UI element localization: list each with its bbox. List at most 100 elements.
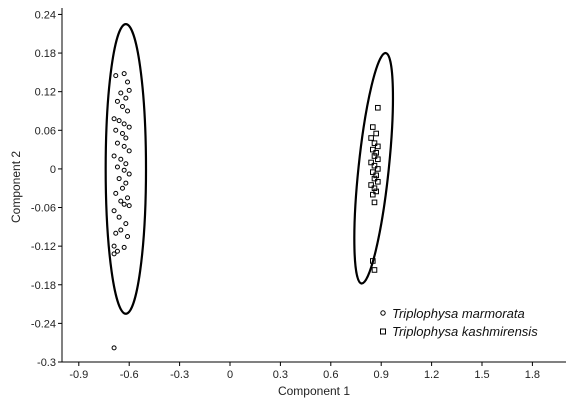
point-series-0 [123, 161, 129, 167]
point-series-0 [118, 90, 124, 96]
point-series-0 [111, 251, 117, 257]
point-series-1 [373, 188, 379, 195]
point-series-0 [119, 185, 125, 191]
point-series-0 [116, 118, 122, 124]
x-tick-label: 0.9 [374, 369, 389, 381]
point-series-0 [118, 227, 124, 233]
confidence-ellipses [104, 22, 395, 315]
point-series-0 [126, 124, 132, 130]
point-series-1 [373, 130, 379, 137]
x-tick-label: 0.6 [323, 369, 338, 381]
y-tick-label: -0.3 [37, 357, 56, 369]
point-series-1 [371, 175, 378, 182]
y-tick-label: 0.18 [35, 48, 56, 60]
point-series-0 [126, 203, 132, 209]
point-series-0 [125, 79, 131, 85]
point-series-0 [125, 108, 131, 114]
point-series-1 [368, 182, 374, 188]
legend-label-triplophysa-kashmirensis: Triplophysa kashmirensis [392, 324, 538, 339]
point-series-1 [370, 124, 376, 130]
point-series-0 [113, 230, 119, 236]
point-series-1 [370, 191, 376, 198]
point-series-0 [123, 135, 129, 141]
point-series-0 [111, 243, 117, 249]
point-series-0 [123, 221, 129, 227]
point-series-1 [370, 258, 376, 264]
point-series-0 [121, 71, 127, 77]
x-tick-label: 1.2 [424, 369, 439, 381]
y-tick-label: 0 [50, 164, 56, 176]
x-tick-label: -0.3 [170, 369, 189, 381]
point-series-0 [118, 156, 124, 162]
y-tick-label: 0.12 [35, 87, 56, 99]
point-series-0 [116, 176, 122, 182]
x-tick-label: -0.6 [120, 369, 139, 381]
point-series-1 [375, 166, 381, 172]
y-tick-label: 0.06 [35, 125, 56, 137]
point-series-0 [116, 214, 122, 220]
x-tick-label: 1.8 [525, 369, 540, 381]
point-series-0 [113, 127, 119, 133]
point-series-0 [126, 171, 132, 177]
point-series-0 [126, 148, 132, 154]
x-tick-label: 0 [227, 369, 233, 381]
point-series-0 [123, 180, 129, 186]
point-series-1 [370, 169, 376, 175]
legend-marker-triplophysa-marmorata [380, 310, 386, 316]
x-axis-ticks: -0.9 -0.6 -0.3 0 0.3 0.6 0.9 1.2 1.5 1.8 [69, 362, 540, 381]
point-series-0 [111, 208, 117, 214]
y-tick-label: -0.06 [31, 203, 56, 215]
y-axis-title: Component 2 [9, 151, 23, 223]
point-series-0 [119, 131, 125, 137]
legend-marker-triplophysa-kashmirensis [380, 328, 386, 335]
point-series-1 [371, 185, 378, 192]
y-axis-ticks: -0.3 -0.24 -0.18 -0.12 -0.06 0 0.06 0.12 0.18 0.2… [31, 9, 62, 369]
x-tick-label: 0.3 [273, 369, 288, 381]
legend: Triplophysa marmorata Triplophysa kashmi… [380, 306, 538, 339]
point-series-1 [370, 146, 376, 153]
point-series-0 [123, 95, 129, 101]
point-series-1 [373, 172, 379, 179]
y-tick-label: 0.24 [35, 9, 56, 21]
group-ellipse-0 [104, 22, 148, 315]
point-series-0 [125, 233, 131, 239]
point-series-0 [119, 103, 125, 109]
point-series-0 [113, 190, 119, 196]
point-series-0 [126, 87, 132, 93]
point-series-0 [114, 98, 120, 104]
point-series-1 [373, 150, 379, 156]
point-series-0 [114, 140, 120, 146]
point-series-1 [368, 159, 374, 166]
point-series-0 [114, 248, 120, 254]
point-series-1 [371, 162, 378, 169]
point-series-0 [121, 201, 127, 207]
x-axis-title: Component 1 [278, 384, 350, 398]
y-tick-label: -0.24 [31, 318, 56, 330]
x-tick-label: 1.5 [474, 369, 489, 381]
point-series-0 [125, 195, 131, 201]
point-series-0 [121, 121, 127, 127]
point-series-1 [375, 156, 381, 163]
data-points [111, 71, 381, 351]
point-series-1 [371, 267, 378, 273]
y-tick-label: -0.18 [31, 280, 56, 292]
point-series-0 [113, 73, 119, 79]
point-series-0 [121, 167, 127, 173]
point-series-0 [121, 143, 127, 149]
point-series-1 [371, 153, 378, 159]
point-series-0 [111, 345, 117, 351]
group-ellipse-1 [353, 51, 395, 285]
point-series-1 [371, 140, 378, 146]
point-series-1 [375, 178, 381, 185]
point-series-0 [111, 116, 117, 122]
point-series-0 [111, 153, 117, 159]
point-series-1 [375, 104, 381, 111]
point-series-1 [375, 143, 381, 150]
point-series-0 [114, 164, 120, 170]
x-tick-label: -0.9 [69, 369, 88, 381]
point-series-0 [118, 198, 124, 204]
point-series-0 [121, 244, 127, 250]
y-tick-label: -0.12 [31, 241, 56, 253]
